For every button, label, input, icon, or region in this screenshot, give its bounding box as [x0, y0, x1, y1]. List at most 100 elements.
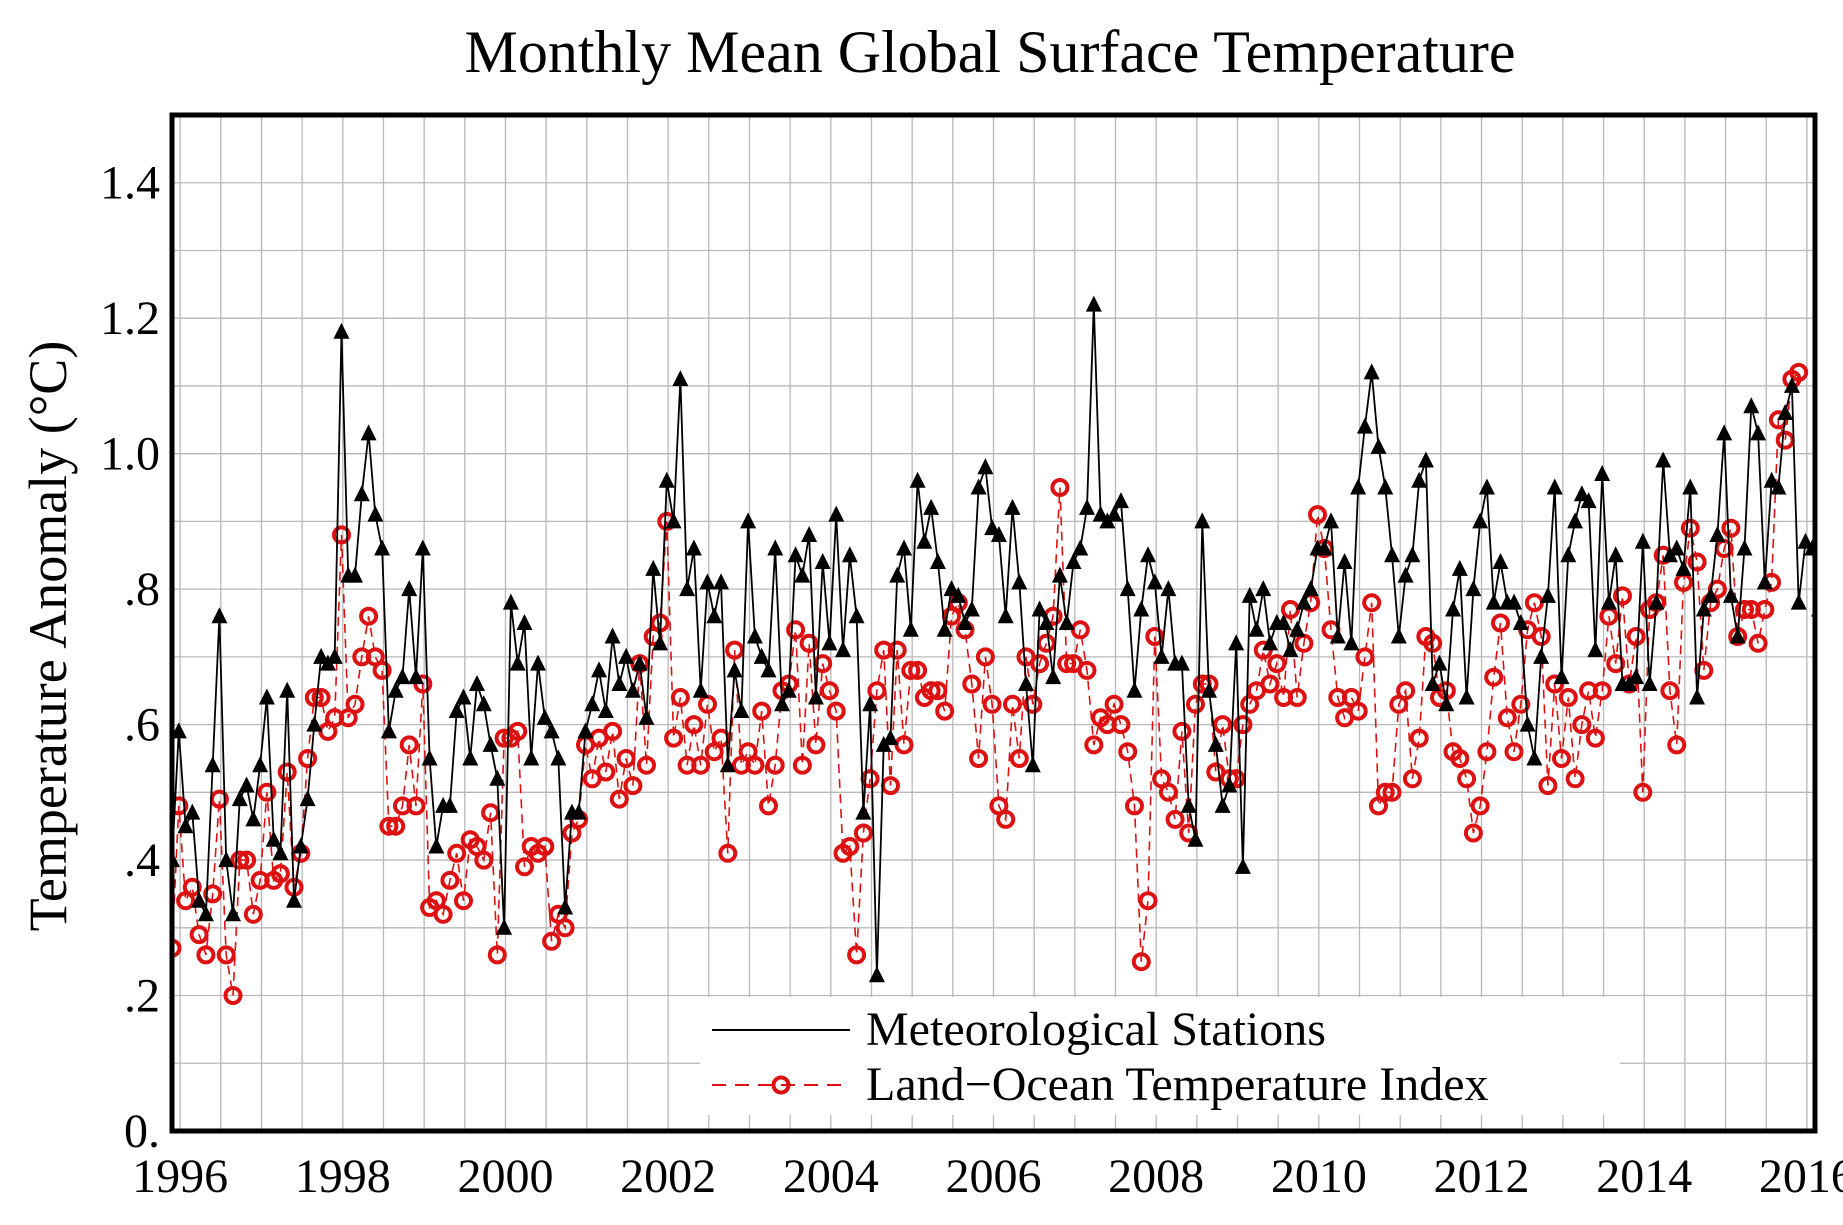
loti-point	[223, 986, 243, 1005]
station-point	[1153, 647, 1170, 664]
station-point	[618, 647, 635, 664]
station-point	[1458, 688, 1475, 705]
station-point	[896, 539, 913, 556]
loti-point	[921, 681, 941, 701]
loti-point	[982, 694, 1002, 714]
station-point	[1682, 478, 1699, 495]
station-point	[1106, 505, 1123, 522]
station-point	[177, 817, 194, 834]
loti-point	[1003, 694, 1022, 714]
station-point	[977, 458, 994, 475]
station-point	[1580, 492, 1597, 509]
loti-point	[1409, 728, 1429, 748]
loti-point	[1680, 518, 1700, 538]
station-point	[502, 593, 519, 610]
station-point	[496, 918, 513, 935]
loti-point	[1396, 681, 1416, 701]
station-point	[1221, 776, 1238, 793]
loti-point	[1213, 715, 1233, 735]
station-point	[455, 688, 472, 705]
loti-point	[603, 721, 623, 741]
loti-point	[1260, 674, 1280, 694]
loti-point	[1748, 633, 1768, 653]
station-point	[1160, 580, 1177, 597]
y-tick-label: .8	[124, 563, 160, 616]
station-point	[231, 790, 248, 807]
station-point	[1641, 674, 1658, 691]
station-point	[821, 634, 838, 651]
station-point	[1329, 627, 1346, 644]
loti-point	[1030, 654, 1050, 674]
station-point	[1539, 586, 1556, 603]
station-point	[1146, 573, 1163, 590]
station-point	[306, 715, 323, 732]
loti-point	[1585, 728, 1605, 748]
loti-point	[847, 945, 867, 965]
station-point	[1417, 451, 1434, 468]
loti-point	[508, 721, 528, 741]
station-point	[1295, 593, 1312, 610]
station-point	[814, 553, 831, 570]
loti-point	[637, 755, 656, 775]
loti-point	[172, 796, 189, 816]
station-point	[299, 790, 316, 807]
station-point	[1350, 478, 1367, 495]
series-line-0	[172, 304, 1815, 976]
station-point	[1709, 525, 1726, 542]
station-point	[1695, 600, 1712, 617]
loti-point	[826, 701, 846, 721]
station-point	[984, 519, 1001, 536]
loti-point	[786, 620, 806, 640]
loti-point	[298, 749, 318, 768]
loti-point	[1606, 654, 1626, 674]
loti-point	[542, 931, 562, 951]
station-point	[645, 559, 662, 576]
station-point	[313, 647, 330, 664]
station-point	[902, 620, 919, 637]
station-point	[1655, 451, 1672, 468]
station-point	[292, 837, 309, 854]
legend-marker-loti	[771, 1075, 791, 1095]
station-point	[1438, 695, 1455, 712]
loti-point	[1565, 769, 1585, 789]
station-point	[172, 722, 187, 739]
station-point	[1072, 539, 1089, 556]
loti-point	[399, 735, 419, 755]
station-point	[1526, 749, 1543, 766]
loti-point	[664, 728, 684, 748]
loti-point	[1687, 552, 1707, 572]
loti-point	[1104, 694, 1124, 714]
loti-point	[1491, 613, 1510, 633]
loti-point	[718, 843, 738, 863]
station-point	[1424, 674, 1441, 691]
loti-point	[1755, 600, 1775, 619]
station-point	[774, 695, 791, 712]
loti-point	[1233, 715, 1253, 735]
station-point	[1756, 573, 1773, 590]
station-point	[408, 668, 425, 685]
loti-point	[711, 728, 731, 748]
loti-point	[1721, 518, 1741, 538]
station-point	[1370, 437, 1387, 454]
loti-point	[474, 850, 494, 870]
station-point	[801, 525, 818, 542]
loti-point	[1484, 667, 1504, 687]
station-point	[1783, 376, 1800, 393]
station-point	[760, 661, 777, 678]
station-point	[1214, 796, 1231, 813]
station-point	[624, 681, 641, 698]
station-point	[997, 607, 1014, 624]
x-tick-label: 2002	[620, 1150, 716, 1203]
loti-point	[1552, 749, 1571, 768]
loti-point	[928, 681, 948, 701]
loti-point	[359, 606, 379, 626]
loti-point	[216, 945, 236, 965]
loti-point	[1450, 749, 1470, 768]
loti-point	[684, 715, 704, 735]
station-point	[394, 668, 411, 685]
loti-point	[853, 823, 873, 843]
station-point	[272, 844, 289, 861]
loti-point	[1613, 586, 1632, 606]
loti-point	[1362, 593, 1382, 613]
station-point	[665, 512, 682, 529]
